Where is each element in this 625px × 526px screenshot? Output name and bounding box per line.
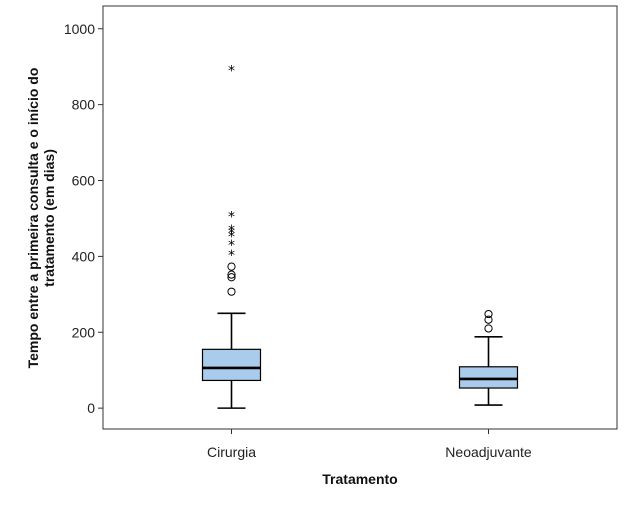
y-tick-label: 600: [72, 173, 96, 189]
outlier-point: [484, 324, 493, 333]
y-axis: 0 200 400 600 800 1000: [64, 21, 103, 416]
y-tick-label: 200: [72, 324, 96, 340]
x-axis-title: Tratamento: [322, 471, 397, 487]
outlier-point: [484, 315, 493, 324]
x-axis: Cirurgia Neoadjuvante: [207, 429, 532, 460]
x-tick-label: Cirurgia: [207, 444, 256, 460]
box-neoadjuvante: [458, 309, 519, 406]
extreme-point: *: [228, 229, 235, 245]
y-tick-label: 800: [72, 97, 96, 113]
extreme-point: *: [228, 248, 235, 264]
extreme-point: *: [228, 210, 235, 226]
plot-area: [102, 5, 618, 430]
outlier-point: [227, 262, 236, 271]
extreme-point: *: [228, 223, 235, 239]
outlier-point: [227, 287, 236, 296]
iqr-box: [458, 366, 519, 389]
y-tick-label: 1000: [64, 21, 95, 37]
y-axis-title: Tempo entre a primeira consulta e o iníc…: [25, 68, 57, 369]
y-tick-label: 0: [87, 400, 95, 416]
y-axis-title-line-2: tratamento (em dias): [41, 149, 57, 287]
extreme-point: *: [228, 238, 235, 254]
box-cirurgia: *******: [201, 63, 262, 409]
outlier-point: [484, 309, 493, 319]
y-tick-label: 400: [72, 248, 96, 264]
y-axis-title-line-1: Tempo entre a primeira consulta e o iníc…: [25, 68, 41, 369]
outlier-point: [227, 273, 236, 282]
box-series: *******: [201, 63, 519, 409]
outlier-point: [227, 270, 236, 279]
extreme-point: *: [228, 63, 235, 79]
extreme-point: *: [228, 226, 235, 242]
iqr-box: [201, 348, 262, 382]
x-tick-label: Neoadjuvante: [445, 444, 532, 460]
